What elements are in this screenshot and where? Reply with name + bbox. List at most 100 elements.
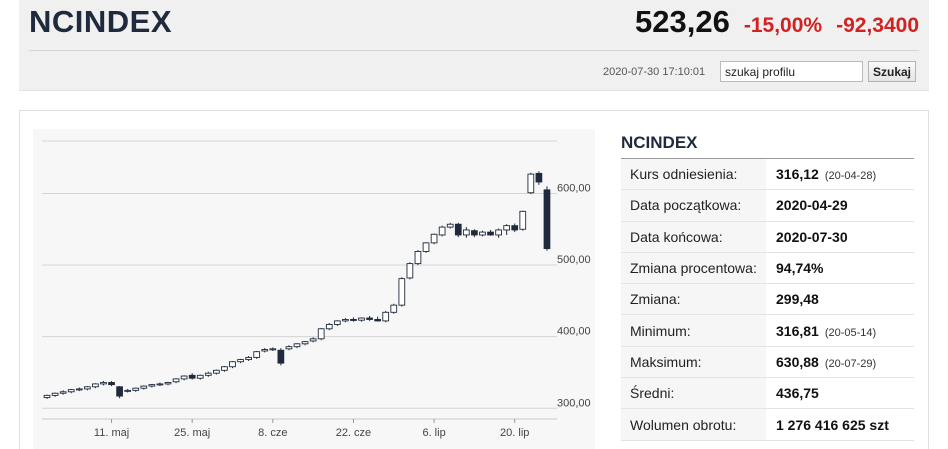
- candle-body: [511, 225, 519, 231]
- candle-body: [414, 250, 422, 265]
- candle-up: [430, 233, 438, 245]
- change-absolute: -92,3400: [836, 14, 919, 37]
- info-label: Minimum:: [621, 314, 766, 347]
- info-row: Minimum: 316,81 (20-05-14): [621, 314, 914, 347]
- candle-body: [479, 231, 486, 236]
- candle-up: [325, 323, 333, 331]
- candle-up: [229, 361, 236, 369]
- info-value: 2020-07-30: [776, 228, 848, 245]
- y-tick-label: 400,00: [557, 326, 591, 338]
- candle-body: [156, 383, 164, 386]
- candlestick-chart: 300,00 400,00 500,00 600,00 11. maj 25. maj 8…: [42, 140, 591, 439]
- candle-up: [446, 222, 454, 229]
- info-label: Data końcowa:: [621, 221, 766, 253]
- info-value-cell: 2020-04-29: [766, 189, 914, 222]
- candle-body: [140, 385, 148, 389]
- candle-up: [503, 224, 511, 235]
- candle-body: [269, 348, 277, 351]
- info-value-cell: 94,74%: [766, 252, 914, 285]
- candle-up: [180, 375, 188, 381]
- candle-up: [59, 390, 67, 395]
- info-label: Kurs odniesienia:: [621, 158, 766, 191]
- info-row: Wolumen obrotu: 1 276 416 625 szt: [621, 408, 914, 441]
- candle-up: [479, 230, 486, 237]
- candle-body: [301, 341, 309, 345]
- chart-background: [33, 129, 595, 449]
- candle-up: [204, 371, 212, 377]
- info-value-cell: 1 276 416 625 szt: [766, 408, 914, 441]
- candle-down: [277, 348, 285, 366]
- candle-down: [511, 223, 519, 233]
- candle-up: [462, 227, 470, 238]
- info-label: Maksimum:: [621, 346, 766, 379]
- candle-body: [51, 392, 59, 396]
- info-value-cell: 630,88 (20-07-29): [766, 346, 914, 379]
- candle-body: [124, 389, 132, 392]
- candle-up: [51, 392, 59, 397]
- y-tick-label: 600,00: [557, 182, 591, 194]
- candle-body: [188, 374, 196, 379]
- candle-body: [422, 242, 430, 252]
- candle-body: [543, 189, 551, 250]
- info-value: 1 276 416 625 szt: [776, 416, 889, 433]
- candle-up: [140, 385, 148, 390]
- x-tick-label: 6. lip: [422, 427, 445, 439]
- candle-up: [43, 394, 51, 399]
- info-value-cell: 316,81 (20-05-14): [766, 314, 914, 347]
- candle-down: [535, 171, 543, 185]
- candle-body: [67, 389, 75, 393]
- candles-layer: [43, 171, 551, 399]
- current-price: 523,26: [635, 4, 730, 39]
- search-button[interactable]: Szukaj: [868, 61, 916, 82]
- candle-body: [164, 382, 172, 385]
- candle-body: [108, 382, 115, 386]
- candle-up: [382, 310, 390, 323]
- candle-body: [374, 319, 381, 322]
- candle-up: [261, 348, 269, 353]
- candle-body: [309, 338, 317, 342]
- candle-body: [204, 372, 212, 376]
- candle-up: [269, 347, 277, 351]
- candle-body: [132, 387, 140, 391]
- candle-up: [92, 383, 99, 389]
- candle-body: [92, 383, 99, 388]
- info-label: Zmiana procentowa:: [621, 252, 766, 285]
- header-divider: [29, 50, 919, 51]
- grid-layer: [42, 140, 557, 420]
- candle-body: [116, 386, 123, 397]
- candle-down: [487, 229, 494, 236]
- info-value-cell: 299,48: [766, 283, 914, 316]
- candle-down: [350, 317, 357, 322]
- change-percent: -15,00%: [743, 14, 823, 37]
- candle-body: [406, 263, 414, 279]
- quote-timestamp: 2020-07-30 17:10:01: [603, 66, 706, 78]
- candle-body: [487, 231, 494, 236]
- info-label: Średni:: [621, 377, 766, 410]
- info-value-cell: 316,12 (20-04-28): [766, 158, 914, 191]
- candle-body: [366, 317, 373, 320]
- candle-body: [100, 382, 107, 385]
- info-value: 316,12: [776, 166, 819, 183]
- candle-up: [100, 381, 107, 386]
- x-tick-label: 8. cze: [258, 427, 287, 439]
- info-row: Data końcowa: 2020-07-30: [621, 221, 914, 253]
- candle-down: [188, 373, 196, 380]
- candle-body: [358, 317, 365, 321]
- candle-body: [342, 319, 349, 322]
- candle-up: [237, 358, 244, 364]
- candle-body: [462, 229, 470, 236]
- candle-up: [342, 318, 349, 323]
- candle-up: [333, 320, 341, 326]
- candle-body: [148, 384, 156, 387]
- candle-up: [309, 337, 317, 343]
- candle-down: [108, 381, 115, 387]
- candle-down: [471, 229, 478, 238]
- info-label: Wolumen obrotu:: [621, 408, 766, 441]
- candle-up: [422, 242, 430, 253]
- candle-body: [196, 374, 204, 379]
- y-tick-label: 300,00: [557, 397, 591, 409]
- candle-body: [471, 230, 478, 236]
- x-axis-labels: 11. maj 25. maj 8. cze 22. cze 6. lip 20. lip: [94, 419, 529, 439]
- info-value-date: (20-07-29): [824, 357, 877, 370]
- search-input[interactable]: [720, 61, 863, 82]
